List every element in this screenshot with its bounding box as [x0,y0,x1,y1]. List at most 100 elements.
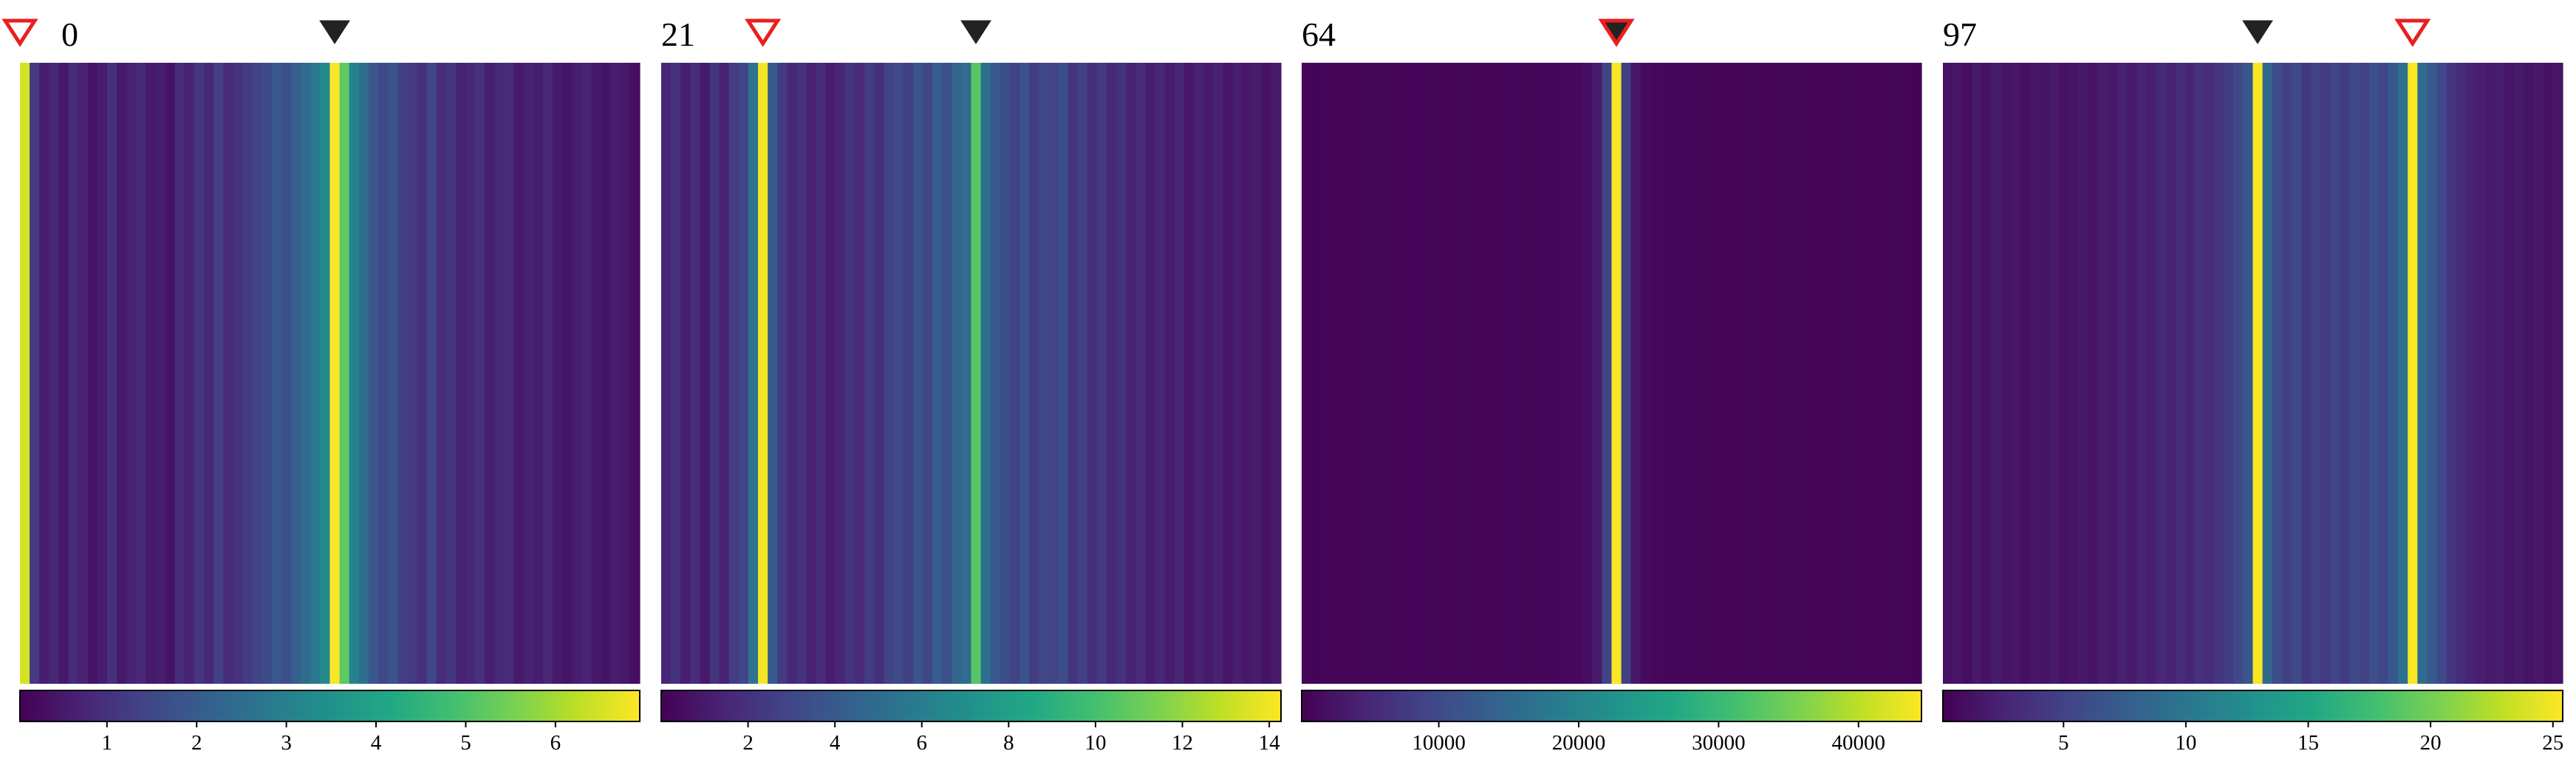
heatmap-cell [1786,63,1797,684]
heatmap-cell [1427,63,1438,684]
heatmap-cell [572,63,582,684]
heatmap-cell [1863,63,1874,684]
heatmap-cell [2408,63,2418,684]
heatmap-cell [1698,63,1709,684]
heatmap-cell [719,63,730,684]
heatmap-cell [2117,63,2128,684]
heatmap-cell [368,63,379,684]
heatmap-cell [1223,63,1234,684]
heatmap-cell [1418,63,1429,684]
heatmap-cell [680,63,691,684]
heatmap-cell [864,63,875,684]
heatmap-cell [1039,63,1049,684]
heatmap-cell [1164,63,1175,684]
heatmap-cell [1834,63,1845,684]
heatmap-cell [2165,63,2176,684]
heatmap-cell [310,63,321,684]
heatmap-cell [1573,63,1583,684]
heatmap-cell [2156,63,2167,684]
heatmap-cell [165,63,176,684]
heatmap-cell [1747,63,1757,684]
heatmap-cell [49,63,60,684]
heatmap-cell [339,63,350,684]
heatmap-cell [2368,63,2379,684]
heatmap-cell [1766,63,1777,684]
heatmap-cell [378,63,389,684]
heatmap-cell [2136,63,2147,684]
heatmap-cell [117,63,127,684]
heatmap-cell [2262,63,2273,684]
heatmap-cell [1232,63,1243,684]
heatmap-cell [825,63,836,684]
heatmap-cell [1107,63,1117,684]
heatmap-cell [213,63,224,684]
colorbar-tick-label: 20 [2420,731,2442,755]
marker-triangle [745,18,782,47]
heatmap-cell [2107,63,2118,684]
heatmap-cell [2078,63,2089,684]
heatmap-cell [1795,63,1806,684]
heatmap-cell [1398,63,1409,684]
heatmap-cell [562,63,573,684]
heatmap-cell [2088,63,2099,684]
heatmap-cell [1892,63,1903,684]
heatmap-cell [1456,63,1467,684]
heatmap-cell [1475,63,1486,684]
heatmap-cell [758,63,768,684]
heatmap-cell [1378,63,1390,684]
heatmap-cell [1029,63,1039,684]
panel-title: 97 [1943,16,1977,53]
heatmap-cell [1067,63,1079,684]
heatmap-cell [796,63,807,684]
heatmap-cell [1466,63,1477,684]
heatmap-cell [1854,63,1864,684]
heatmap-cell [1972,63,1983,684]
heatmap-cell [1321,63,1331,684]
heatmap-cell [1805,63,1816,684]
heatmap-cell [1660,63,1670,684]
panel: 21 2 4 6 8 10 12 14 [660,16,1282,755]
heatmap-cell [204,63,214,684]
heatmap-cell [1000,63,1011,684]
heatmap-cell [1077,63,1088,684]
heatmap-cell [1981,63,1992,684]
heatmap-cell [2010,63,2021,684]
heatmap-cell [68,63,79,684]
heatmap-cell [1534,63,1545,684]
heatmap-cell [417,63,428,684]
heatmap-cell [912,63,923,684]
colorbar-tick-label: 10000 [1412,731,1466,755]
heatmap-cell [504,63,515,684]
heatmap-cell [1991,63,2002,684]
heatmap-cell [553,63,563,684]
heatmap-cell [97,63,108,684]
heatmap-cell [777,63,788,684]
heatmap-cell [1553,63,1564,684]
heatmap-cell [262,63,273,684]
heatmap-cell [407,63,418,684]
heatmap-cell [2485,63,2495,684]
heatmap-cell [2476,63,2486,684]
heatmap-cell [2417,63,2428,684]
heatmap-cell [2204,63,2215,684]
heatmap-cell [1873,63,1884,684]
heatmap-cell [2272,63,2283,684]
heatmap-cell [126,63,137,684]
heatmap-cell [1514,63,1526,684]
colorbar-tick-label: 30000 [1692,731,1746,755]
colorbar-tick-label: 12 [1172,731,1193,755]
heatmap-cell [2097,63,2108,684]
heatmap-cell [2281,63,2292,684]
heatmap-cell [301,63,311,684]
heatmap-cell [136,63,147,684]
heatmap-cell [1962,63,1972,684]
heatmap-cell [78,63,89,684]
heatmap-cell [1388,63,1399,684]
heatmap-cell [1330,63,1342,684]
heatmap-cell [1271,63,1282,684]
heatmap-cell [690,63,701,684]
heatmap-cell [436,63,447,684]
colorbar-tick-label: 14 [1259,731,1281,755]
heatmap-cell [1670,63,1680,684]
